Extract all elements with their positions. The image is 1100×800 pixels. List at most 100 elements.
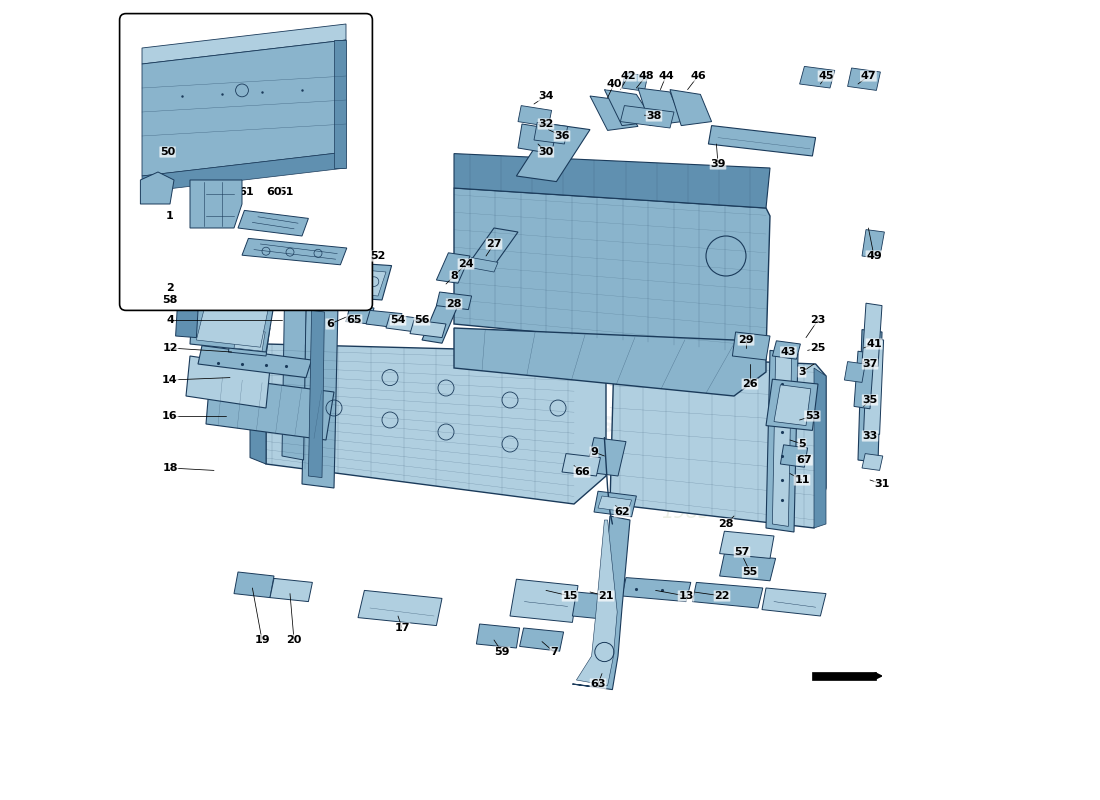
Text: 39: 39 — [711, 159, 726, 169]
Polygon shape — [142, 40, 346, 176]
Polygon shape — [572, 592, 618, 620]
Polygon shape — [620, 106, 674, 128]
Polygon shape — [670, 90, 712, 126]
Polygon shape — [282, 304, 306, 460]
Polygon shape — [598, 496, 631, 512]
Polygon shape — [454, 188, 770, 354]
Polygon shape — [437, 253, 470, 283]
Polygon shape — [858, 330, 882, 462]
Polygon shape — [516, 124, 590, 182]
Polygon shape — [358, 590, 442, 626]
Text: 1985: 1985 — [661, 502, 711, 522]
Polygon shape — [813, 672, 877, 680]
Polygon shape — [766, 379, 818, 430]
Polygon shape — [576, 520, 617, 686]
Text: 13: 13 — [679, 591, 694, 601]
Polygon shape — [141, 172, 174, 204]
Polygon shape — [854, 351, 874, 409]
Text: 5: 5 — [799, 439, 806, 449]
Text: 29: 29 — [738, 335, 754, 345]
Text: 42: 42 — [620, 71, 636, 81]
Text: 38: 38 — [647, 111, 662, 121]
Text: 49: 49 — [866, 251, 882, 261]
Polygon shape — [848, 68, 880, 90]
Text: 22: 22 — [714, 591, 729, 601]
Polygon shape — [190, 274, 238, 308]
Polygon shape — [454, 154, 770, 208]
Polygon shape — [621, 578, 691, 602]
Polygon shape — [326, 262, 392, 300]
Polygon shape — [864, 338, 883, 434]
Polygon shape — [308, 310, 324, 478]
Polygon shape — [708, 126, 815, 156]
Text: 52: 52 — [371, 251, 386, 261]
Polygon shape — [186, 356, 270, 408]
Text: 47: 47 — [860, 71, 877, 81]
Text: 31: 31 — [874, 479, 890, 489]
Text: 50: 50 — [160, 147, 175, 157]
Polygon shape — [621, 73, 648, 91]
Polygon shape — [437, 292, 472, 310]
Text: 12: 12 — [162, 343, 178, 353]
Polygon shape — [862, 230, 884, 258]
Text: 67: 67 — [796, 455, 812, 465]
Text: 33: 33 — [862, 431, 878, 441]
Polygon shape — [242, 238, 346, 265]
Text: 57: 57 — [735, 547, 750, 557]
Polygon shape — [862, 303, 882, 366]
Polygon shape — [334, 268, 386, 296]
Polygon shape — [229, 324, 270, 356]
Polygon shape — [454, 328, 766, 396]
Polygon shape — [302, 300, 338, 488]
Text: 37: 37 — [862, 359, 878, 369]
Text: 23: 23 — [811, 315, 826, 325]
Polygon shape — [862, 454, 883, 470]
Text: 11: 11 — [794, 475, 810, 485]
Text: 34: 34 — [538, 91, 553, 101]
Text: eSi: eSi — [351, 366, 477, 434]
Text: 51: 51 — [278, 187, 294, 197]
Polygon shape — [469, 258, 498, 272]
Text: 43: 43 — [781, 347, 796, 357]
Text: 24: 24 — [459, 259, 474, 269]
Text: 30: 30 — [538, 147, 553, 157]
Text: 65: 65 — [346, 315, 362, 325]
Polygon shape — [638, 88, 682, 126]
Polygon shape — [594, 491, 637, 517]
Polygon shape — [386, 314, 426, 333]
Text: 28: 28 — [447, 299, 462, 309]
Text: 16: 16 — [162, 411, 178, 421]
Polygon shape — [238, 210, 308, 236]
Text: 27: 27 — [486, 239, 502, 249]
Text: 40: 40 — [606, 79, 621, 89]
Polygon shape — [410, 320, 446, 338]
Polygon shape — [562, 454, 601, 476]
Text: 2: 2 — [166, 283, 174, 293]
Text: 3: 3 — [799, 367, 806, 377]
Text: 53: 53 — [805, 411, 820, 421]
Text: 63: 63 — [591, 679, 606, 689]
Polygon shape — [142, 24, 346, 64]
Text: 4: 4 — [166, 315, 174, 325]
Text: 32: 32 — [538, 119, 553, 129]
Polygon shape — [610, 356, 826, 528]
Text: 46: 46 — [690, 71, 706, 81]
Polygon shape — [572, 516, 630, 690]
Polygon shape — [719, 554, 775, 581]
Text: 55: 55 — [742, 567, 758, 577]
Polygon shape — [762, 588, 826, 616]
Text: 20: 20 — [286, 635, 301, 645]
Text: 21: 21 — [598, 591, 614, 601]
Text: 66: 66 — [574, 467, 590, 477]
Polygon shape — [176, 282, 199, 338]
Text: 14: 14 — [162, 375, 178, 385]
Text: 1: 1 — [166, 211, 174, 221]
Text: 35: 35 — [862, 395, 878, 405]
Polygon shape — [518, 106, 551, 126]
Polygon shape — [334, 40, 346, 168]
Text: 8: 8 — [450, 271, 458, 281]
Polygon shape — [733, 332, 770, 360]
Polygon shape — [719, 531, 774, 558]
Text: 28: 28 — [718, 519, 734, 529]
Polygon shape — [318, 240, 366, 300]
